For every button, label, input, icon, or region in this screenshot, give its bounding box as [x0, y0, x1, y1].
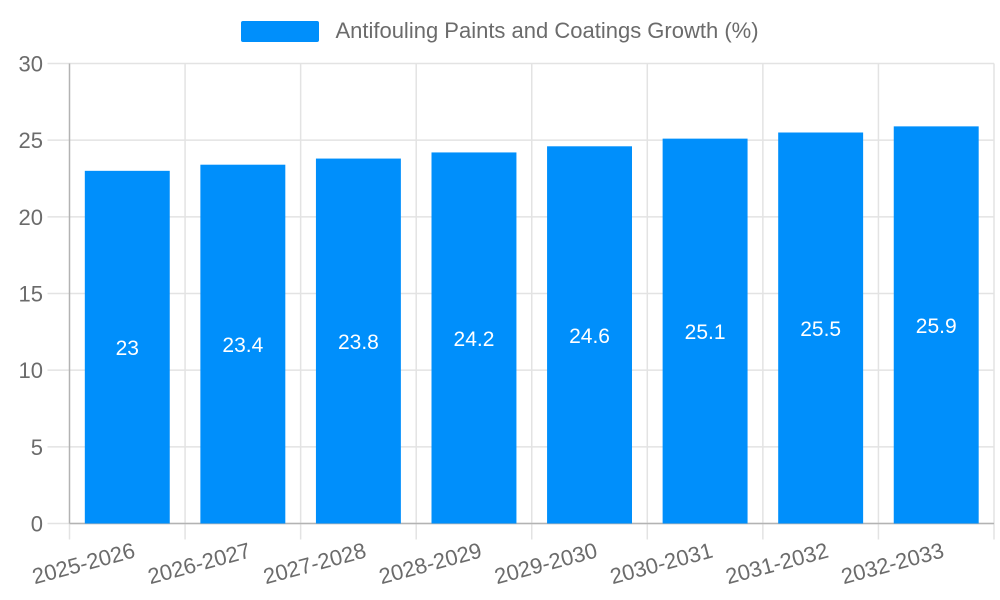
bar[interactable] — [431, 152, 517, 524]
x-axis-label: 2029-2030 — [492, 538, 600, 589]
bar[interactable] — [893, 126, 979, 524]
bar-value-label: 23.4 — [222, 334, 263, 357]
bar[interactable] — [200, 164, 286, 524]
bar-value-label: 25.1 — [685, 321, 726, 344]
bar[interactable] — [778, 132, 864, 524]
bar-value-label: 24.2 — [454, 328, 495, 351]
y-axis-label: 0 — [31, 512, 43, 537]
bar-value-label: 25.5 — [800, 318, 841, 341]
x-axis-label: 2026-2027 — [145, 538, 253, 589]
x-axis-label: 2028-2029 — [376, 538, 484, 589]
bar[interactable] — [315, 158, 401, 524]
y-axis-label: 30 — [19, 52, 43, 77]
bar[interactable] — [84, 170, 170, 524]
legend-series-marker — [241, 20, 320, 42]
bar[interactable] — [662, 138, 748, 524]
legend-series-label: Antifouling Paints and Coatings Growth (… — [335, 18, 759, 43]
x-axis-label: 2031-2032 — [723, 538, 831, 589]
bar-value-label: 25.9 — [916, 315, 957, 338]
x-axis-label: 2027-2028 — [261, 538, 369, 589]
y-axis-label: 20 — [19, 205, 43, 230]
bar-value-label: 23.8 — [338, 331, 379, 354]
y-axis-label: 25 — [19, 128, 43, 153]
y-axis-label: 15 — [19, 282, 43, 307]
bar-value-label: 24.6 — [569, 325, 610, 348]
chart-legend[interactable]: Antifouling Paints and Coatings Growth (… — [0, 19, 1000, 43]
y-axis-label: 10 — [19, 358, 43, 383]
x-axis-label: 2025-2026 — [29, 538, 137, 589]
x-axis-label: 2032-2033 — [838, 538, 946, 589]
x-axis-label: 2030-2031 — [607, 538, 715, 589]
y-axis-label: 5 — [31, 435, 43, 460]
bar-value-label: 23 — [116, 337, 139, 360]
bar[interactable] — [547, 146, 633, 524]
